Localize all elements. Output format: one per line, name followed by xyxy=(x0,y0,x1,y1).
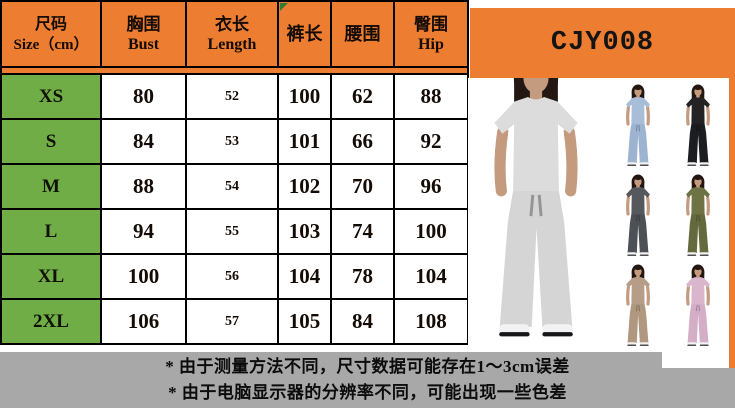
measurement-cell: 70 xyxy=(330,163,395,210)
header-hip: 臀围 Hip xyxy=(393,0,469,68)
variant-thumb-khaki xyxy=(615,264,661,350)
table-row: 2XL 106 57 105 84 108 xyxy=(0,298,469,345)
measurement-cell: 104 xyxy=(277,253,332,300)
thumbnail-photo-edge xyxy=(662,352,729,368)
measurement-cell: 55 xyxy=(185,208,279,255)
measurement-cell: 96 xyxy=(393,163,469,210)
size-cell: S xyxy=(0,118,102,165)
product-code-banner: CJY008 xyxy=(470,8,735,78)
header-size: 尺码 Size（cm） xyxy=(0,0,102,68)
table-row: M 88 54 102 70 96 xyxy=(0,163,469,210)
measurement-cell: 106 xyxy=(100,298,187,345)
right-accent-strip xyxy=(729,78,735,368)
measurement-cell: 66 xyxy=(330,118,395,165)
header-spacer-row xyxy=(0,66,469,75)
variant-thumb-dark-gray xyxy=(615,174,661,260)
measurement-cell: 56 xyxy=(185,253,279,300)
header-bust: 胸围 Bust xyxy=(100,0,187,68)
table-row: L 94 55 103 74 100 xyxy=(0,208,469,255)
table-row: S 84 53 101 66 92 xyxy=(0,118,469,165)
measurement-cell: 104 xyxy=(393,253,469,300)
measurement-cell: 101 xyxy=(277,118,332,165)
product-code: CJY008 xyxy=(550,28,655,58)
measurement-cell: 108 xyxy=(393,298,469,345)
measurement-cell: 100 xyxy=(100,253,187,300)
size-cell: 2XL xyxy=(0,298,102,345)
measurement-cell: 78 xyxy=(330,253,395,300)
measurement-cell: 53 xyxy=(185,118,279,165)
variant-thumb-light-blue xyxy=(615,84,661,170)
measurement-cell: 52 xyxy=(185,73,279,120)
table-row: XL 100 56 104 78 104 xyxy=(0,253,469,300)
header-waist: 腰围 xyxy=(330,0,395,68)
measurement-cell: 88 xyxy=(100,163,187,210)
measurement-cell: 102 xyxy=(277,163,332,210)
variant-thumb-olive-green xyxy=(675,174,721,260)
table-row: XS 80 52 100 62 88 xyxy=(0,73,469,120)
header-length: 衣长 Length xyxy=(185,0,279,68)
size-chart-body: XS 80 52 100 62 88 S 84 53 101 66 92 M 88 54 102 70 96 L 94… xyxy=(0,73,469,345)
measurement-cell: 84 xyxy=(100,118,187,165)
measurement-cell: 84 xyxy=(330,298,395,345)
measurement-cell: 88 xyxy=(393,73,469,120)
measurement-cell: 54 xyxy=(185,163,279,210)
size-cell: XS xyxy=(0,73,102,120)
measurement-cell: 74 xyxy=(330,208,395,255)
measurement-cell: 62 xyxy=(330,73,395,120)
note-measurement-tolerance: * 由于测量方法不同，尺寸数据可能存在1～3cm误差 xyxy=(165,357,570,376)
measurement-cell: 105 xyxy=(277,298,332,345)
size-cell: L xyxy=(0,208,102,255)
measurement-cell: 103 xyxy=(277,208,332,255)
cell-corner-marker xyxy=(280,3,288,11)
measurement-cell: 100 xyxy=(393,208,469,255)
header-row: 尺码 Size（cm） 胸围 Bust 衣长 Length 裤长 腰围 xyxy=(0,0,469,68)
measurement-cell: 80 xyxy=(100,73,187,120)
color-variant-thumbnails xyxy=(608,82,728,352)
measurement-cell: 92 xyxy=(393,118,469,165)
size-chart-table: 尺码 Size（cm） 胸围 Bust 衣长 Length 裤长 腰围 xyxy=(0,0,469,345)
measurement-cell: 94 xyxy=(100,208,187,255)
measurement-cell: 100 xyxy=(277,73,332,120)
header-pants-length: 裤长 xyxy=(277,0,332,68)
main-product-photo xyxy=(468,78,612,352)
model-figure-gray-set xyxy=(468,78,612,352)
size-cell: XL xyxy=(0,253,102,300)
notes-band: * 由于测量方法不同，尺寸数据可能存在1～3cm误差 * 由于电脑显示器的分辨率… xyxy=(0,352,735,408)
variant-thumb-pink xyxy=(675,264,721,350)
size-cell: M xyxy=(0,163,102,210)
variant-thumb-black xyxy=(675,84,721,170)
measurement-cell: 57 xyxy=(185,298,279,345)
note-color-difference: * 由于电脑显示器的分辨率不同，可能出现一些色差 xyxy=(168,383,567,402)
